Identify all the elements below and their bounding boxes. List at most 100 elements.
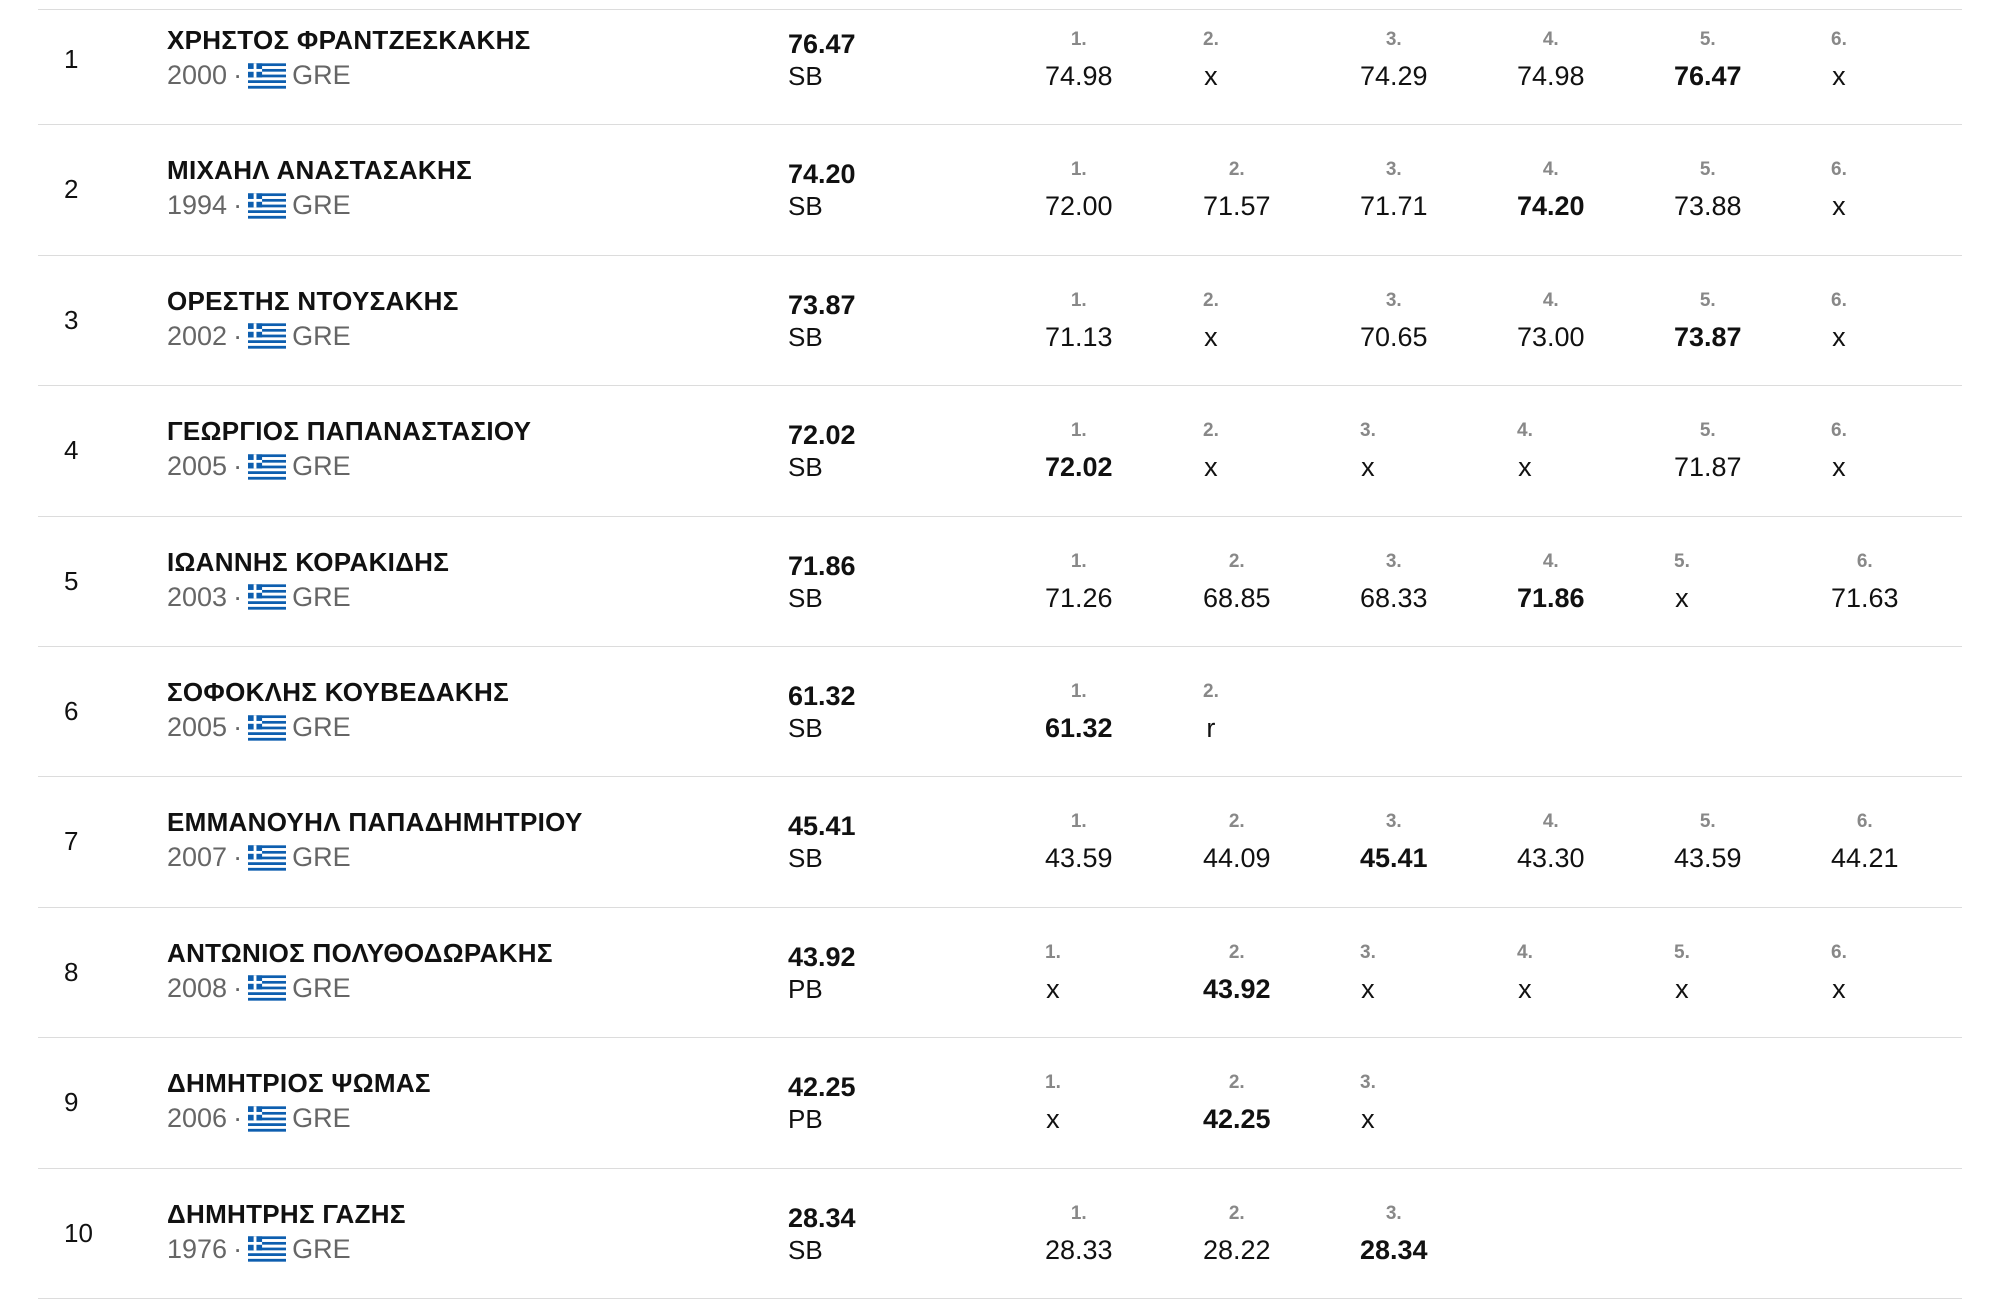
attempt-result: 61.32 [1045,713,1113,743]
birth-year: 1994 [167,190,228,221]
mark-note: SB [788,452,823,483]
attempt-number: 6. [1831,159,1847,181]
mark-note: SB [788,191,823,222]
attempt-number: 2. [1203,289,1219,311]
attempt: 4. 74.98 [1517,29,1585,92]
attempt: 5. 43.59 [1674,811,1742,874]
attempt-number: 5. [1699,420,1716,442]
separator: · [233,712,243,742]
attempt-result: x [1832,452,1846,483]
attempt-result: 76.47 [1674,61,1742,91]
attempt-number: 2. [1228,941,1245,963]
athlete-info: 2002 · GRE [167,321,351,352]
attempt: 6. x [1831,420,1847,483]
attempt-result: 71.63 [1831,582,1899,613]
athlete-info: 2003 · GRE [167,582,351,613]
attempt-number: 2. [1228,811,1245,833]
country: GRE [292,60,351,90]
country: GRE [292,1233,351,1264]
attempt-number: 3. [1385,1202,1402,1224]
attempt: 1. 61.32 [1045,681,1113,744]
attempt-result: 70.65 [1360,321,1428,352]
attempt: 1. x [1045,942,1061,1005]
rank: 7 [64,826,79,857]
attempt: 5. x [1674,551,1690,614]
attempt-number: 4. [1542,289,1559,311]
rank: 9 [64,1087,79,1118]
attempt: 1. 72.00 [1045,159,1113,222]
result-row: 8 ΑΝΤΩΝΙΟΣ ΠΟΛΥΘΟΔΩΡΑΚΗΣ 2008 · GRE 43.92 PB 1.… [0,907,1994,1037]
attempt: 4. 71.86 [1517,551,1585,614]
attempt-number: 1. [1070,811,1087,833]
attempt-result: 72.00 [1045,191,1113,222]
attempt: 1. 74.98 [1045,29,1113,92]
attempt-result: x [1832,973,1846,1004]
attempt-number: 1. [1070,550,1087,572]
attempt-result: x [1046,1104,1060,1135]
attempt: 6. 71.63 [1831,551,1899,614]
result-row: 9 ΔΗΜΗΤΡΙΟΣ ΨΩΜΑΣ 2006 · GRE 42.25 PB 1. x 2. 42.2… [0,1037,1994,1167]
country: GRE [292,1103,351,1134]
flag [248,975,287,1001]
attempt-number: 1. [1070,1202,1087,1224]
mark: 76.47 [788,29,856,59]
attempt: 3. 70.65 [1360,290,1428,353]
birth-year: 2005 [167,712,228,742]
attempt-number: 2. [1203,420,1219,442]
attempt-result: 28.22 [1203,1234,1271,1265]
result-row: 3 ΟΡΕΣΤΗΣ ΝΤΟΥΣΑΚΗΣ 2002 · GRE 73.87 SB 1. 71.13… [0,255,1994,385]
attempt: 1. 28.33 [1045,1203,1113,1266]
attempt-number: 4. [1517,420,1533,442]
attempt: 2. 71.57 [1203,159,1271,222]
attempt-result: x [1204,452,1218,483]
attempt-result: 43.59 [1045,843,1113,874]
result-row: 4 ΓΕΩΡΓΙΟΣ ΠΑΠΑΝΑΣΤΑΣΙΟΥ 2005 · GRE 72.02 SB 1.… [0,385,1994,515]
attempt-number: 1. [1045,1072,1061,1094]
attempt-result: 43.92 [1203,973,1271,1004]
attempt-result: 28.34 [1360,1234,1428,1265]
attempt: 3. x [1360,1072,1376,1135]
attempt-number: 4. [1542,159,1559,181]
separator: · [233,320,243,351]
mark: 45.41 [788,811,856,842]
mark-note: SB [788,582,823,613]
attempt-result: 71.86 [1517,582,1585,613]
attempt: 2. x [1203,420,1219,483]
athlete-name: ΙΩΑΝΝΗΣ ΚΟΡΑΚΙΔΗΣ [167,546,450,577]
country: GRE [292,451,351,482]
separator: · [233,451,243,482]
country: GRE [292,712,351,742]
attempt-result: x [1832,61,1846,91]
attempt-result: x [1361,973,1375,1004]
row-divider [38,254,1962,256]
attempt-result: 72.02 [1045,452,1113,483]
attempt-result: x [1832,321,1846,352]
attempt-number: 3. [1385,811,1402,833]
country: GRE [292,842,351,873]
birth-year: 2006 [167,1103,228,1134]
rank: 1 [64,44,79,74]
attempt-result: x [1204,321,1218,352]
athlete-info: 2005 · GRE [167,712,351,743]
attempt: 5. x [1674,942,1690,1005]
attempt-number: 6. [1831,289,1847,311]
result-row: 5 ΙΩΑΝΝΗΣ ΚΟΡΑΚΙΔΗΣ 2003 · GRE 71.86 SB 1. 71.26… [0,516,1994,646]
attempt-result: 73.00 [1517,321,1585,352]
mark-note: PB [788,973,823,1004]
attempt-result: x [1675,973,1689,1004]
attempt-result: 28.33 [1045,1234,1113,1265]
attempt: 3. 45.41 [1360,811,1428,874]
birth-year: 1976 [167,1233,228,1264]
result-row: 1 ΧΡΗΣΤΟΣ ΦΡΑΝΤΖΕΣΚΑΚΗΣ 2000 · GRE 76.47 SB 1. 7… [0,0,1994,124]
row-divider [38,9,1962,10]
separator: · [233,1233,243,1264]
attempt-number: 1. [1070,29,1087,50]
row-divider [38,1037,1962,1039]
attempt: 2. x [1203,290,1219,353]
attempt-result: r [1206,713,1216,743]
attempt-result: 68.85 [1203,582,1271,613]
attempt: 3. x [1360,942,1376,1005]
athlete-info: 2005 · GRE [167,451,351,482]
attempt-result: x [1361,452,1375,483]
attempt-number: 6. [1856,550,1873,572]
